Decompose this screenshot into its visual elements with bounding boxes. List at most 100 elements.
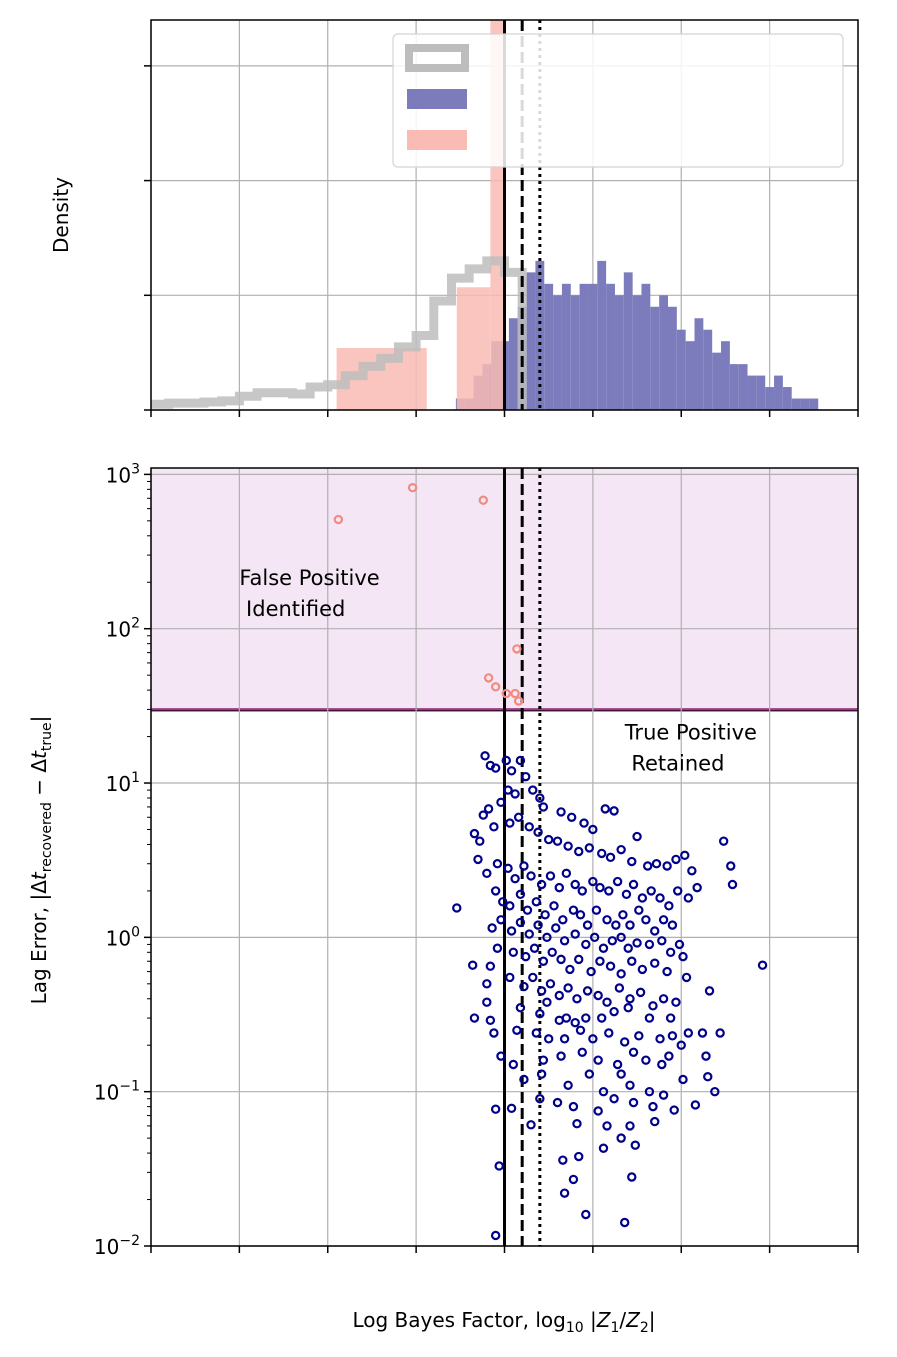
correct-lag-point <box>574 954 584 965</box>
correct-lag-bar <box>553 295 562 410</box>
correct-lag-point <box>496 1051 506 1061</box>
correct-lag-point <box>683 893 694 903</box>
correct-lag-point <box>505 901 515 911</box>
correct-lag-point <box>655 893 665 903</box>
incorrect-lag-point <box>513 696 524 706</box>
correct-lag-point <box>650 958 660 968</box>
correct-lag-point <box>526 1120 536 1130</box>
correct-lag-point <box>605 961 616 971</box>
correct-lag-point <box>658 915 669 925</box>
correct-lag-point <box>452 903 462 913</box>
correct-lag-point <box>680 850 690 861</box>
correct-lag-point <box>600 804 610 814</box>
correct-lag-point <box>581 1209 591 1220</box>
correct-lag-point <box>503 863 513 874</box>
correct-lag-point <box>687 866 697 876</box>
correct-lag-bar <box>721 341 730 410</box>
correct-lag-point <box>669 1105 679 1115</box>
correct-lag-point <box>665 947 676 958</box>
correct-lag-bar <box>667 306 677 410</box>
correct-lag-point <box>710 1086 720 1097</box>
correct-lag-point <box>757 960 768 970</box>
correct-lag-point <box>563 841 573 851</box>
correct-lag-point <box>648 1101 658 1112</box>
correct-lag-point <box>609 1006 619 1017</box>
correct-lag-point <box>570 879 580 890</box>
correct-lag-point <box>644 939 655 950</box>
correct-lag-point <box>632 938 642 948</box>
annotation-line: Retained <box>625 751 725 775</box>
correct-lag-point <box>574 1151 584 1162</box>
correct-lag-point <box>634 905 644 915</box>
correct-lag-point <box>556 954 566 965</box>
correct-lag-point <box>563 983 573 993</box>
correct-lag-point <box>616 1133 626 1143</box>
bottom-y-tick-label: 100 <box>106 924 140 950</box>
correct-lag-bar <box>641 283 651 410</box>
correct-lag-point <box>508 947 519 958</box>
bottom-y-tick-label: 102 <box>106 616 140 642</box>
correct-lag-point <box>490 1104 501 1114</box>
correct-lag-point <box>510 873 520 884</box>
correct-lag-point <box>547 947 557 958</box>
correct-lag-point <box>559 1188 570 1198</box>
correct-lag-point <box>627 856 637 867</box>
correct-lag-point <box>701 1051 711 1061</box>
correct-lag-point <box>727 879 738 890</box>
correct-lag-point <box>630 1140 640 1150</box>
correct-lag-point <box>632 831 642 842</box>
correct-lag-point <box>559 936 570 946</box>
tick-base: 10 <box>94 1081 119 1105</box>
correct-lag-point <box>619 1037 630 1047</box>
correct-lag-point <box>558 1155 568 1165</box>
correct-lag-point <box>635 987 646 998</box>
correct-lag-point <box>570 1017 580 1028</box>
correct-lag-point <box>704 986 715 996</box>
correct-lag-point <box>545 979 556 989</box>
correct-lag-point <box>533 920 543 930</box>
incorrect-lag-point <box>490 682 501 692</box>
tick-exponent: 0 <box>131 924 140 940</box>
correct-lag-point <box>593 1055 603 1065</box>
correct-lag-point <box>637 893 648 903</box>
correct-lag-bar <box>570 295 580 410</box>
bottom-y-axis-label: Lag Error, |Δtrecovered − Δttrue| <box>27 716 55 1005</box>
false-positive-annotation: False Positive Identified <box>239 566 379 621</box>
correct-lag-point <box>593 1106 603 1116</box>
correct-lag-point <box>665 1013 676 1023</box>
tick-exponent: −1 <box>119 1079 140 1095</box>
correct-lag-point <box>616 1069 626 1079</box>
correct-lag-point <box>482 868 492 879</box>
correct-lag-point <box>607 936 618 946</box>
correct-lag-point <box>667 920 678 930</box>
correct-lag-point <box>549 901 559 911</box>
bottom-reference-lines <box>503 468 542 1246</box>
correct-lag-bar <box>676 329 686 410</box>
correct-lag-point <box>581 939 591 950</box>
correct-lag-point <box>501 755 511 766</box>
correct-lag-point <box>609 806 619 816</box>
correct-lag-point <box>529 943 540 953</box>
correct-lag-point <box>536 879 547 890</box>
correct-lag-point <box>540 910 550 920</box>
correct-lag-point <box>542 997 552 1007</box>
correct-lag-bar <box>588 283 598 410</box>
correct-lag-point <box>492 859 503 869</box>
correct-lag-point <box>595 882 605 893</box>
correct-lag-point <box>554 990 564 1001</box>
correct-lag-point <box>506 926 517 936</box>
no-lag-mocks-step <box>151 256 527 410</box>
x-axis-label: Log Bayes Factor, log10 |Z1/Z2| <box>352 1308 655 1336</box>
correct-lag-point <box>469 828 480 839</box>
correct-lag-point <box>586 966 596 977</box>
correct-lag-point <box>490 886 501 896</box>
top-histogram-bars <box>151 20 819 410</box>
correct-lag-point <box>506 1103 517 1114</box>
correct-lag-point <box>662 861 672 871</box>
correct-lag-bar <box>659 295 668 410</box>
correct-lag-point <box>577 1047 587 1057</box>
correct-lag-point <box>489 1028 499 1038</box>
correct-lag-point <box>584 1069 595 1079</box>
